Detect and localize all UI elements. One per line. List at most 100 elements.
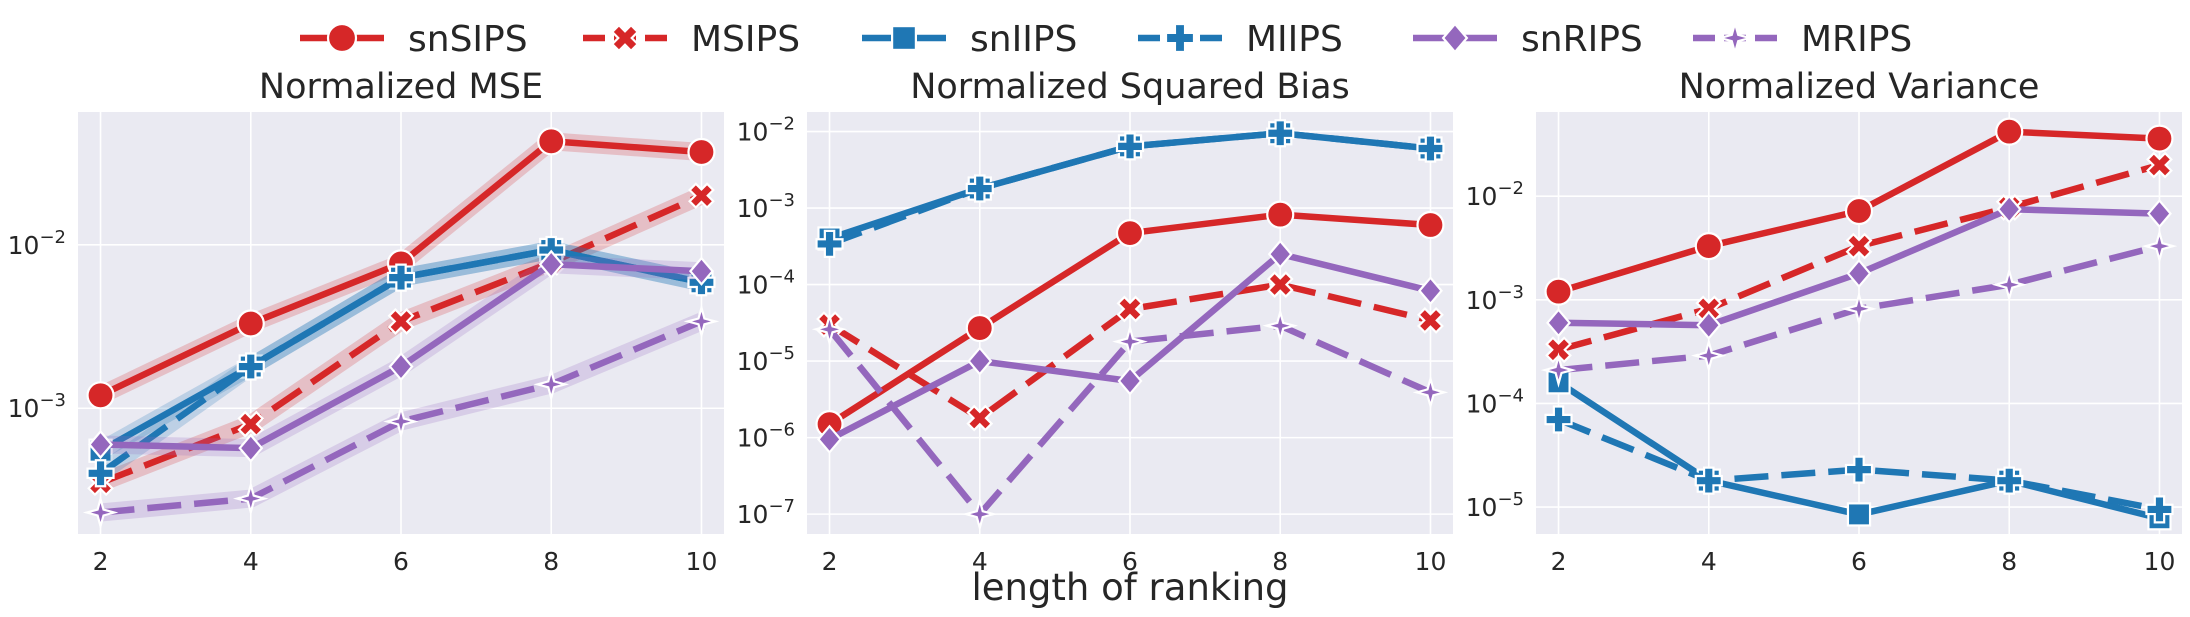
x-tick-label: 6 <box>393 547 409 576</box>
y-tick-label: 10−3 <box>737 190 795 223</box>
series-miips <box>1544 405 2174 524</box>
data-point <box>1694 466 1723 495</box>
data-point <box>815 229 844 259</box>
x-tick-label: 10 <box>2144 547 2176 576</box>
y-tick-label: 10−2 <box>1466 178 1524 211</box>
legend-item-snsips: snSIPS <box>300 19 528 60</box>
data-point <box>1116 295 1144 323</box>
panel-3: 2 4 6 8 10 10−5 10−4 10−3 10−2 Normalized Varianc… <box>1466 67 2182 576</box>
data-point <box>1545 336 1572 364</box>
data-point <box>236 309 265 338</box>
data-point <box>2145 124 2174 153</box>
data-point <box>1417 276 1443 306</box>
series-snrips <box>88 249 714 463</box>
panels: 2 4 6 8 10 10−3 10−2 Normalized MSE 2 4 6 8 10 10−7 10… <box>8 67 2182 576</box>
panel-title: Normalized MSE <box>259 67 543 107</box>
x-tick-label: 4 <box>972 547 988 576</box>
data-point <box>383 403 419 440</box>
legend-marker-circle <box>326 22 358 54</box>
x-tick-label: 10 <box>686 547 718 576</box>
series-snsips <box>815 200 1445 439</box>
data-point <box>967 346 993 376</box>
data-point <box>533 366 570 403</box>
x-tick-label: 4 <box>1701 547 1717 576</box>
y-tick-label: 10−2 <box>737 114 795 147</box>
data-point <box>1841 290 1877 327</box>
legend-marker-diamond <box>1441 22 1469 54</box>
x-tick-label: 8 <box>2001 547 2017 576</box>
y-tick-label: 10−3 <box>8 390 66 423</box>
series-snrips <box>1546 194 2172 340</box>
legend-item-mrips: MRIPS <box>1693 19 1912 60</box>
x-tick-label: 2 <box>822 547 838 576</box>
data-point <box>1544 277 1573 306</box>
data-point <box>1267 239 1293 269</box>
legend: snSIPS MSIPS snIIPS MIIPS snRIPS MRIPS <box>300 19 1912 60</box>
legend-marker-x <box>610 23 640 53</box>
series-mrips <box>1540 228 2178 388</box>
data-point <box>1417 307 1444 334</box>
x-tick-label: 10 <box>1415 547 1447 576</box>
data-point <box>82 494 119 531</box>
legend-label: snIIPS <box>970 19 1077 60</box>
data-point <box>2141 228 2178 264</box>
x-tick-label: 6 <box>1851 547 1867 576</box>
legend-item-miips: MIIPS <box>1138 19 1343 60</box>
data-point <box>688 256 714 286</box>
data-point <box>1995 466 2024 495</box>
series-snsips <box>86 127 716 410</box>
y-tick-label: 10−5 <box>1466 489 1524 522</box>
series-miips <box>815 119 1445 259</box>
panel-1: 2 4 6 8 10 10−3 10−2 Normalized MSE <box>8 67 724 576</box>
panel-2: 2 4 6 8 10 10−7 10−6 10−5 10−4 10−3 10−2 Normalized… <box>737 67 1453 576</box>
y-tick-label: 10−4 <box>737 267 795 300</box>
data-point <box>238 433 264 463</box>
data-point <box>1266 271 1294 298</box>
series-snsips <box>1544 117 2174 306</box>
series-line <box>100 318 703 516</box>
data-point <box>237 410 265 438</box>
data-point <box>2146 198 2172 229</box>
series-mrips <box>811 307 1449 532</box>
data-point <box>86 381 115 410</box>
y-tick-label: 10−3 <box>1466 282 1524 315</box>
series-mrips <box>82 303 720 531</box>
data-point <box>817 424 843 455</box>
data-point <box>965 174 994 203</box>
data-point <box>1544 405 1573 434</box>
x-tick-label: 6 <box>1122 547 1138 576</box>
data-point <box>965 313 994 343</box>
legend-item-snrips: snRIPS <box>1413 19 1643 60</box>
data-point <box>1266 119 1295 148</box>
data-point <box>1416 134 1445 163</box>
data-point <box>1844 455 1874 484</box>
data-point <box>86 459 115 488</box>
data-point <box>236 352 265 381</box>
series-line <box>826 322 1432 518</box>
data-point <box>683 303 720 340</box>
data-point <box>1115 219 1145 248</box>
legend-marker-star <box>1716 19 1754 57</box>
data-point <box>1112 323 1148 360</box>
legend-marker-square <box>890 25 917 51</box>
data-point <box>1262 307 1299 344</box>
data-point <box>1412 374 1449 411</box>
y-tick-label: 10−6 <box>737 420 795 453</box>
data-point <box>1846 502 1872 527</box>
legend-label: snRIPS <box>1521 19 1643 60</box>
data-point <box>1416 210 1445 240</box>
data-point <box>1690 337 1727 374</box>
y-tick-label: 10−5 <box>737 343 795 376</box>
data-point <box>1845 232 1873 260</box>
data-point <box>687 137 716 167</box>
data-point <box>537 127 566 156</box>
x-tick-label: 8 <box>1272 547 1288 576</box>
data-point <box>961 496 998 532</box>
data-point <box>811 311 848 348</box>
data-point <box>88 429 114 460</box>
data-point <box>1694 232 1723 261</box>
data-point <box>1995 117 2024 146</box>
data-point <box>1117 366 1143 396</box>
x-tick-label: 2 <box>93 547 109 576</box>
